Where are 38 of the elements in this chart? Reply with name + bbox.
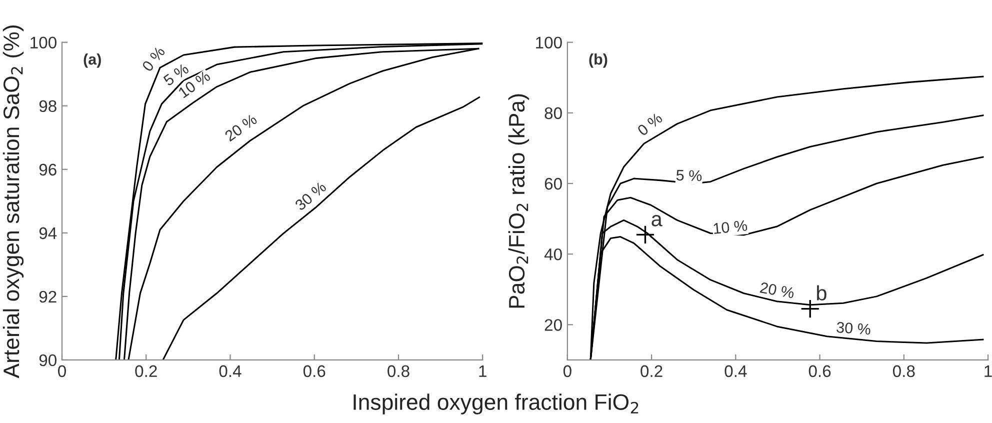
y-tick-label: 80 [544,107,562,120]
y-tick-label: 40 [544,248,562,260]
annotation: 20 % [224,113,258,142]
annotation: 5 % [676,170,702,182]
annotation: 10 % [713,220,748,234]
x-tick-label: 1 [984,365,992,377]
annotation: (b) [589,53,608,68]
y-tick-label: 20 [544,319,562,331]
y-tick-label: 96 [39,164,56,176]
x-tick-label: 0 [58,365,66,378]
y-tick-label: 60 [544,178,562,190]
y-axis-title: PaO$_{2}$/FiO$_{2}$ ratio (kPa) [508,94,530,308]
x-tick-label: 0 [563,365,572,378]
x-tick-label: 0.6 [808,365,831,378]
annotation: (a) [84,53,101,68]
x-tick-label: 0.4 [219,365,242,378]
x-tick-label: 0.8 [892,365,915,378]
annotation: 0 % [636,112,664,136]
y-tick-label: 90 [39,354,56,366]
x-tick-label: 0.2 [135,365,157,378]
annotation: 30 % [294,180,327,212]
y-tick-label: 92 [39,290,56,303]
annotation: a [652,214,662,226]
annotation: 0 % [142,46,166,72]
y-tick-label: 100 [536,36,562,49]
x-axis-title: Inspired oxygen fraction FiO$_{2}$ [354,394,638,414]
y-tick-label: 98 [39,100,56,112]
y-axis-title: Arterial oxygen saturation SaO$_{2}$ (%) [2,26,24,378]
x-tick-label: 0.6 [303,365,326,378]
x-tick-label: 1 [479,365,486,377]
x-tick-label: 0.4 [724,365,747,378]
annotation: 30 % [836,322,871,335]
annotation: b [817,285,826,301]
x-tick-label: 0.2 [640,365,662,378]
annotation: 20 % [760,282,795,298]
y-tick-label: 94 [39,227,57,240]
y-tick-label: 100 [30,36,56,49]
x-tick-label: 0.8 [388,365,410,378]
